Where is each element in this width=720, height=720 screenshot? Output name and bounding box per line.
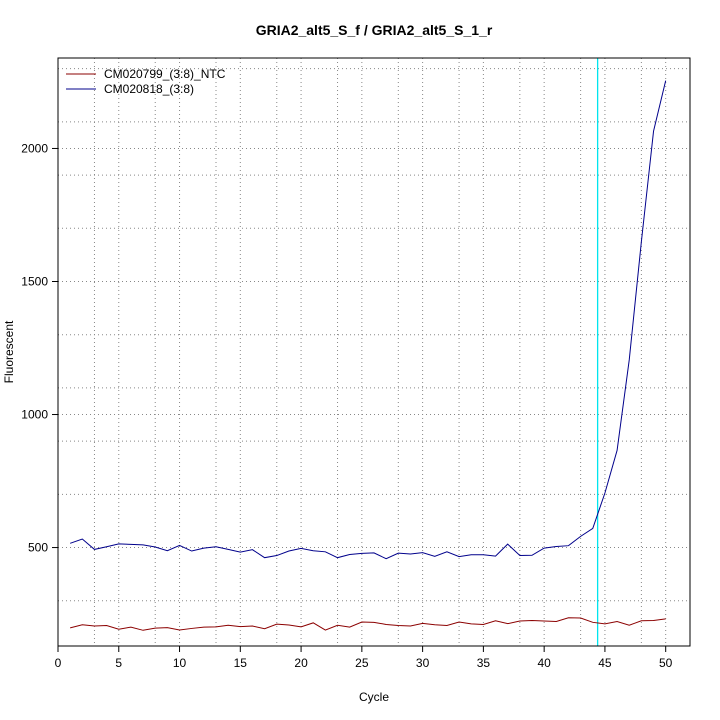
series-line-1 (70, 617, 666, 631)
x-tick-label: 25 (355, 656, 369, 670)
legend-label-2: CM020818_(3:8) (104, 82, 194, 96)
y-axis: 500 1000 1500 2000 (21, 141, 58, 555)
series-line-2 (69, 80, 667, 560)
y-tick-label: 1000 (21, 408, 48, 422)
x-tick-label: 0 (55, 656, 62, 670)
x-tick-label: 5 (115, 656, 122, 670)
y-tick-label: 500 (28, 541, 48, 555)
x-tick-label: 45 (598, 656, 612, 670)
x-axis: 0 5 10 15 20 25 30 35 40 45 50 (55, 646, 673, 670)
x-tick-label: 10 (173, 656, 187, 670)
y-axis-label: Fluorescent (2, 320, 16, 383)
x-tick-label: 50 (659, 656, 673, 670)
legend-label-1: CM020799_(3:8)_NTC (104, 67, 226, 81)
x-tick-label: 30 (416, 656, 430, 670)
x-tick-label: 35 (477, 656, 491, 670)
grid-lines (57, 58, 690, 646)
chart-title: GRIA2_alt5_S_f / GRIA2_alt5_S_1_r (256, 22, 493, 38)
x-axis-label: Cycle (359, 690, 389, 704)
plot-frame (57, 57, 691, 647)
x-tick-label: 40 (537, 656, 551, 670)
x-tick-label: 15 (234, 656, 248, 670)
x-tick-label: 20 (294, 656, 308, 670)
y-tick-label: 2000 (21, 141, 48, 155)
series-lines (69, 80, 667, 631)
y-tick-label: 1500 (21, 274, 48, 288)
